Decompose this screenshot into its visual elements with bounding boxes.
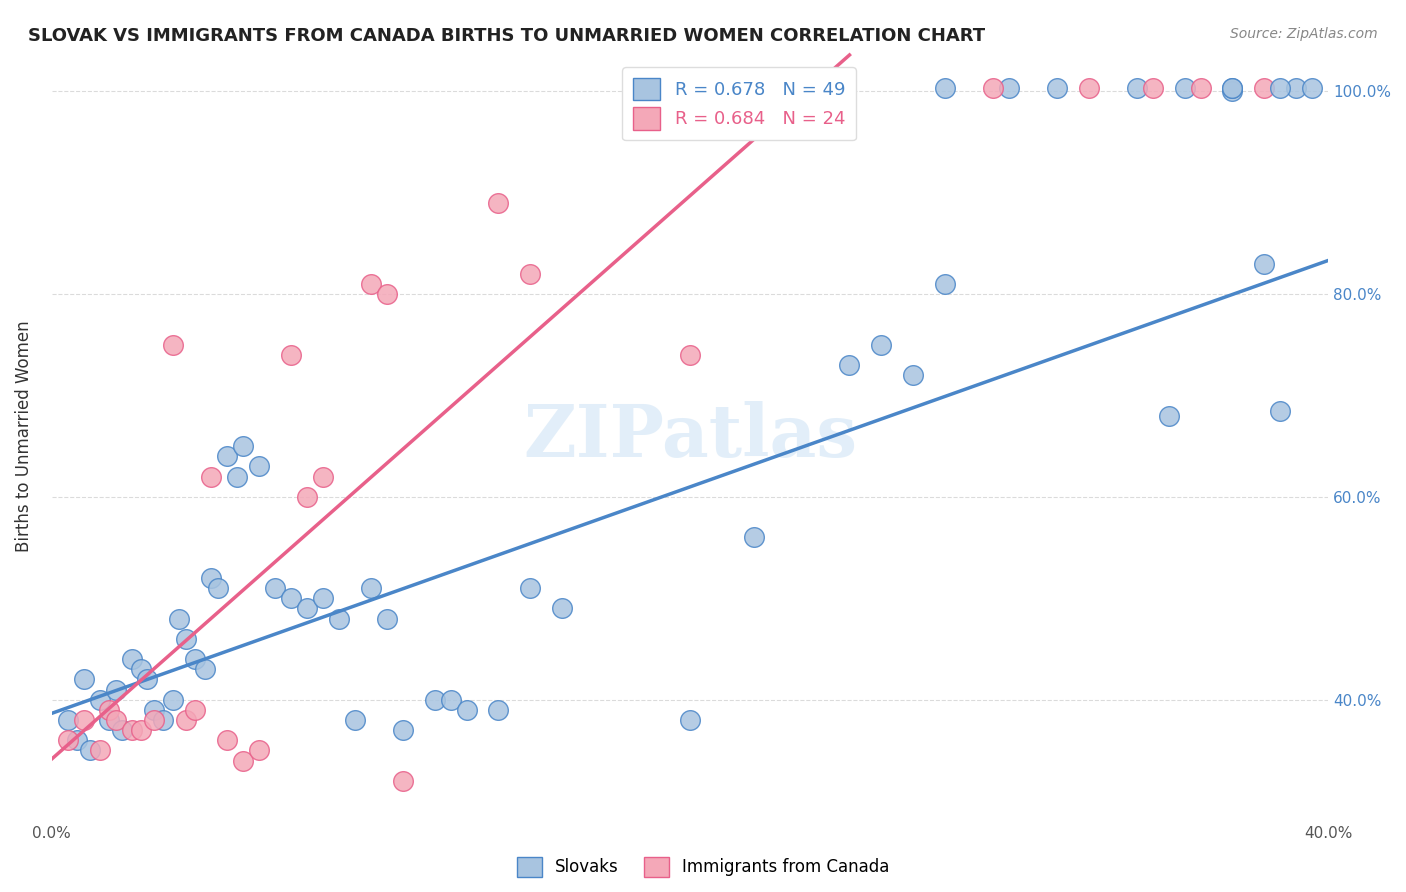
- Point: [312, 591, 335, 606]
- Point: [1046, 81, 1069, 95]
- Point: [1253, 257, 1275, 271]
- Point: [1189, 81, 1212, 95]
- Point: [439, 692, 461, 706]
- Point: [1077, 81, 1099, 95]
- Point: [225, 469, 247, 483]
- Point: [184, 652, 207, 666]
- Point: [1270, 403, 1292, 417]
- Point: [551, 601, 574, 615]
- Point: [1301, 81, 1323, 95]
- Point: [1173, 81, 1195, 95]
- Point: [169, 612, 191, 626]
- Point: [98, 713, 121, 727]
- Point: [136, 673, 159, 687]
- Point: [1222, 81, 1244, 95]
- Point: [217, 450, 239, 464]
- Point: [264, 581, 287, 595]
- Point: [121, 723, 143, 738]
- Point: [194, 662, 217, 676]
- Point: [1125, 81, 1147, 95]
- Point: [121, 652, 143, 666]
- Point: [375, 287, 398, 301]
- Point: [174, 713, 197, 727]
- Y-axis label: Births to Unmarried Women: Births to Unmarried Women: [15, 320, 32, 552]
- Point: [519, 267, 541, 281]
- Point: [142, 713, 165, 727]
- Point: [742, 531, 765, 545]
- Point: [934, 277, 956, 291]
- Point: [328, 612, 350, 626]
- Point: [111, 723, 134, 738]
- Point: [488, 195, 510, 210]
- Point: [981, 81, 1004, 95]
- Point: [1157, 409, 1180, 423]
- Point: [162, 692, 184, 706]
- Point: [152, 713, 174, 727]
- Point: [295, 601, 318, 615]
- Point: [73, 713, 96, 727]
- Point: [870, 338, 893, 352]
- Point: [903, 368, 925, 383]
- Point: [66, 733, 89, 747]
- Point: [129, 723, 152, 738]
- Point: [98, 703, 121, 717]
- Point: [217, 733, 239, 747]
- Point: [1270, 81, 1292, 95]
- Point: [247, 459, 270, 474]
- Text: ZIPatlas: ZIPatlas: [523, 401, 858, 472]
- Point: [679, 713, 702, 727]
- Point: [934, 81, 956, 95]
- Point: [1285, 81, 1308, 95]
- Text: SLOVAK VS IMMIGRANTS FROM CANADA BIRTHS TO UNMARRIED WOMEN CORRELATION CHART: SLOVAK VS IMMIGRANTS FROM CANADA BIRTHS …: [28, 27, 986, 45]
- Point: [73, 673, 96, 687]
- Point: [207, 581, 229, 595]
- Point: [56, 733, 79, 747]
- Point: [129, 662, 152, 676]
- Point: [679, 348, 702, 362]
- Point: [1222, 84, 1244, 98]
- Point: [343, 713, 366, 727]
- Legend: Slovaks, Immigrants from Canada: Slovaks, Immigrants from Canada: [510, 850, 896, 884]
- Point: [280, 591, 302, 606]
- Point: [232, 754, 254, 768]
- Point: [104, 713, 127, 727]
- Point: [1222, 81, 1244, 95]
- Point: [79, 743, 101, 757]
- Point: [184, 703, 207, 717]
- Point: [423, 692, 446, 706]
- Point: [162, 338, 184, 352]
- Text: Source: ZipAtlas.com: Source: ZipAtlas.com: [1230, 27, 1378, 41]
- Point: [200, 571, 222, 585]
- Point: [360, 581, 382, 595]
- Point: [142, 703, 165, 717]
- Point: [200, 469, 222, 483]
- Point: [1142, 81, 1164, 95]
- Point: [89, 743, 111, 757]
- Point: [360, 277, 382, 291]
- Point: [174, 632, 197, 646]
- Point: [391, 723, 413, 738]
- Point: [488, 703, 510, 717]
- Point: [232, 439, 254, 453]
- Point: [280, 348, 302, 362]
- Point: [295, 490, 318, 504]
- Point: [56, 713, 79, 727]
- Legend: R = 0.678   N = 49, R = 0.684   N = 24: R = 0.678 N = 49, R = 0.684 N = 24: [623, 68, 856, 140]
- Point: [247, 743, 270, 757]
- Point: [838, 358, 860, 372]
- Point: [998, 81, 1021, 95]
- Point: [1253, 81, 1275, 95]
- Point: [312, 469, 335, 483]
- Point: [519, 581, 541, 595]
- Point: [375, 612, 398, 626]
- Point: [104, 682, 127, 697]
- Point: [391, 773, 413, 788]
- Point: [89, 692, 111, 706]
- Point: [456, 703, 478, 717]
